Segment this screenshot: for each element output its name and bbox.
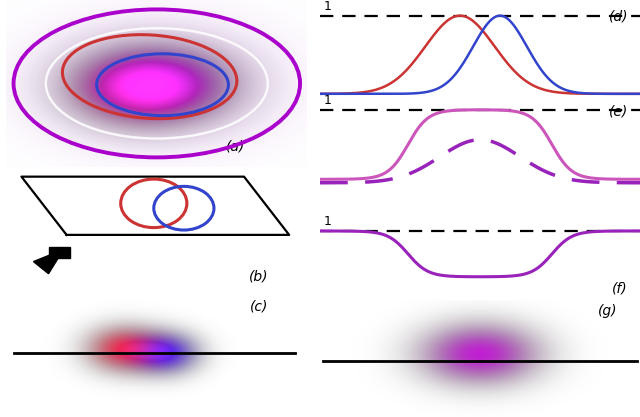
Text: (e): (e) [609, 104, 628, 118]
Polygon shape [49, 247, 70, 258]
Text: (g): (g) [598, 304, 618, 318]
Text: (b): (b) [250, 269, 269, 284]
Text: 1: 1 [324, 94, 332, 107]
Text: (a): (a) [226, 139, 245, 153]
Polygon shape [21, 177, 289, 235]
Text: (f): (f) [612, 282, 628, 296]
Polygon shape [33, 249, 63, 274]
Text: (c): (c) [250, 299, 268, 314]
Text: 1: 1 [324, 215, 332, 228]
Text: (d): (d) [609, 10, 628, 23]
Text: 1: 1 [324, 0, 332, 13]
